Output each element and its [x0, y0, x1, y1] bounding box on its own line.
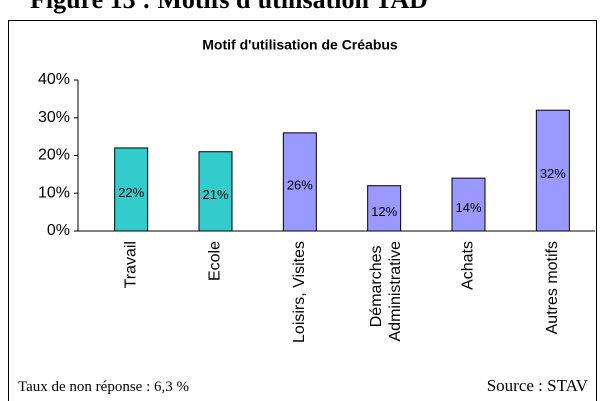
y-tick-label: 30%: [38, 109, 70, 126]
x-tick-label: Travail: [122, 241, 139, 288]
bar: [535, 109, 570, 232]
bar: [114, 147, 149, 232]
y-tick-label: 40%: [38, 71, 70, 88]
figure-heading: Figure 13 : Motifs d'utilisation TAD: [30, 0, 428, 14]
chart-title: Motif d'utilisation de Créabus: [202, 37, 398, 53]
bar: [367, 185, 402, 232]
bar: [451, 177, 486, 232]
footer-source: Source : STAV: [487, 376, 589, 395]
x-tick-label: Achats: [460, 241, 477, 290]
x-tick-label: Autres motifs: [544, 241, 561, 334]
bar: [198, 151, 233, 232]
y-tick-label: 20%: [38, 147, 70, 164]
value-label: 32%: [540, 166, 566, 181]
bar: [282, 132, 317, 232]
x-tick-label: Démarches Administrative: [368, 241, 404, 342]
footer-note: Taux de non réponse : 6,3 %: [18, 379, 189, 395]
x-tick-label-line: Démarches: [368, 241, 385, 327]
y-tick-label: 10%: [38, 184, 70, 201]
x-tick-label-line: Administrative: [387, 241, 404, 342]
x-tick-label: Ecole: [207, 241, 224, 281]
y-tick-label: 0%: [47, 222, 70, 239]
value-label: 14%: [455, 200, 481, 215]
x-tick-label: Loisirs, Visites: [291, 241, 308, 343]
value-label: 26%: [287, 177, 313, 192]
chart-frame: [8, 20, 597, 401]
value-label: 22%: [118, 185, 144, 200]
value-label: 21%: [202, 187, 228, 202]
value-label: 12%: [371, 204, 397, 219]
